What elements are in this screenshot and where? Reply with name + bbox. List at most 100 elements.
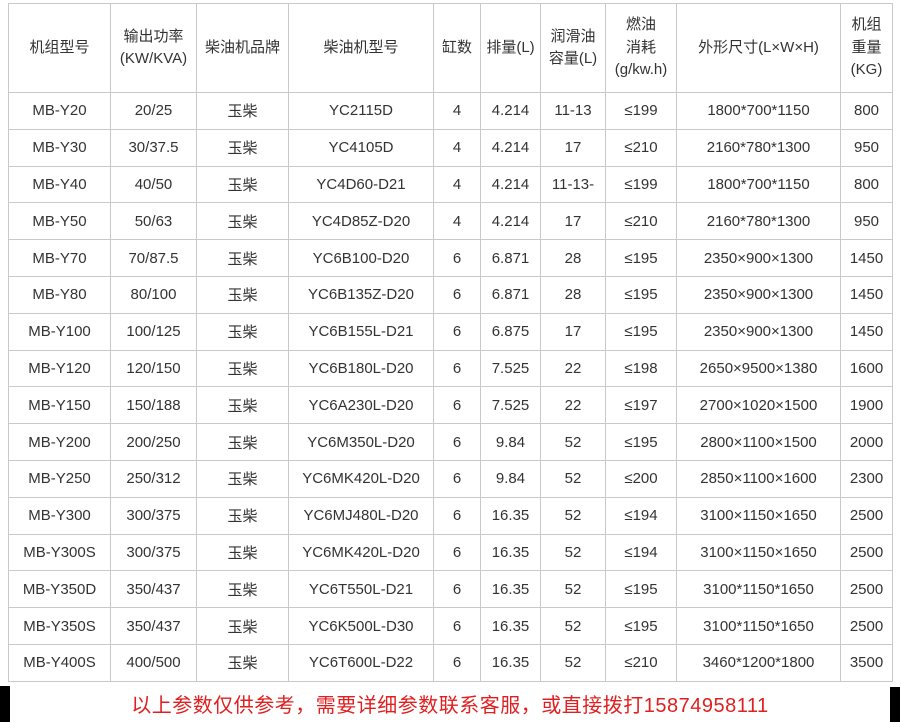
table-cell: ≤195 — [605, 275, 677, 314]
table-cell: 1800*700*1150 — [676, 165, 841, 204]
table-body: MB-Y20 20/25 玉柴 YC2115D 4 4.214 11-13 ≤199 1800*… — [8, 92, 893, 682]
table-cell: 1450 — [840, 239, 893, 277]
bottom-left-black-bar — [0, 686, 10, 722]
table-cell: 3100*1150*1650 — [676, 607, 841, 645]
table-cell: 3100×1150×1650 — [676, 533, 841, 572]
table-cell: 52 — [540, 459, 606, 498]
table-cell: 52 — [540, 533, 606, 572]
table-cell: 玉柴 — [196, 312, 289, 351]
table-cell: MB-Y200 — [8, 423, 111, 461]
table-cell: 28 — [540, 239, 606, 277]
column-header: 润滑油 容量(L) — [540, 3, 606, 93]
table-cell: 玉柴 — [196, 533, 289, 572]
table-cell: 11-13- — [540, 165, 606, 204]
table-cell: 40/50 — [110, 165, 197, 204]
table-cell: 30/37.5 — [110, 128, 197, 167]
table-row: MB-Y70 70/87.5 玉柴 YC6B100-D20 6 6.871 28 ≤195 23… — [8, 239, 893, 277]
table-cell: ≤195 — [605, 312, 677, 351]
table-cell: 2850×1100×1600 — [676, 459, 841, 498]
table-cell: 1450 — [840, 312, 893, 351]
table-cell: 玉柴 — [196, 459, 289, 498]
table-cell: 6.875 — [480, 312, 541, 351]
table-cell: YC4D60-D21 — [288, 165, 434, 204]
table-cell: 7.525 — [480, 349, 541, 388]
table-cell: MB-Y50 — [8, 202, 111, 241]
table-cell: YC6B155L-D21 — [288, 312, 434, 351]
table-cell: MB-Y250 — [8, 459, 111, 498]
table-cell: 16.35 — [480, 643, 541, 682]
table-cell: 17 — [540, 128, 606, 167]
table-cell: 玉柴 — [196, 128, 289, 167]
table-cell: 2000 — [840, 423, 893, 461]
table-cell: 800 — [840, 165, 893, 204]
table-cell: 2800×1100×1500 — [676, 423, 841, 461]
table-cell: 2350×900×1300 — [676, 275, 841, 314]
table-cell: 17 — [540, 202, 606, 241]
table-cell: 3500 — [840, 643, 893, 682]
table-cell: ≤195 — [605, 239, 677, 277]
table-row: MB-Y400S 400/500 玉柴 YC6T600L-D22 6 16.35 52 ≤21… — [8, 643, 893, 682]
table-row: MB-Y50 50/63 玉柴 YC4D85Z-D20 4 4.214 17 ≤210 2160… — [8, 202, 893, 241]
header-row: 机组型号 输出功率 (KW/KVA) 柴油机品牌 柴油机型号 缸数 排量(L) 润滑油 容量… — [8, 3, 893, 93]
table-cell: 50/63 — [110, 202, 197, 241]
table-cell: 6 — [433, 643, 481, 682]
table-cell: 6 — [433, 239, 481, 277]
table-cell: ≤195 — [605, 423, 677, 461]
table-cell: ≤195 — [605, 570, 677, 609]
table-cell: 52 — [540, 643, 606, 682]
column-header: 燃油 消耗 (g/kw.h) — [605, 3, 677, 93]
table-cell: 150/188 — [110, 386, 197, 425]
table-cell: 52 — [540, 423, 606, 461]
table-cell: 2160*780*1300 — [676, 202, 841, 241]
table-cell: MB-Y80 — [8, 275, 111, 314]
table-cell: 200/250 — [110, 423, 197, 461]
table-cell: MB-Y120 — [8, 349, 111, 388]
table-cell: MB-Y350S — [8, 607, 111, 645]
table-row: MB-Y40 40/50 玉柴 YC4D60-D21 4 4.214 11-13- ≤199 1… — [8, 165, 893, 204]
table-row: MB-Y350D 350/437 玉柴 YC6T550L-D21 6 16.35 52 ≤19… — [8, 570, 893, 609]
table-cell: 1800*700*1150 — [676, 92, 841, 130]
table-cell: YC6M350L-D20 — [288, 423, 434, 461]
table-cell: 6 — [433, 386, 481, 425]
column-header: 排量(L) — [480, 3, 541, 93]
table-cell: 4.214 — [480, 165, 541, 204]
table-cell: MB-Y300 — [8, 496, 111, 535]
table-cell: 28 — [540, 275, 606, 314]
table-cell: 4.214 — [480, 128, 541, 167]
table-row: MB-Y120 120/150 玉柴 YC6B180L-D20 6 7.525 22 ≤198… — [8, 349, 893, 388]
table-cell: YC6MK420L-D20 — [288, 533, 434, 572]
table-cell: 2500 — [840, 570, 893, 609]
table-cell: YC6K500L-D30 — [288, 607, 434, 645]
table-row: MB-Y80 80/100 玉柴 YC6B135Z-D20 6 6.871 28 ≤195 23… — [8, 275, 893, 314]
table-cell: 2500 — [840, 496, 893, 535]
table-cell: 9.84 — [480, 423, 541, 461]
table-cell: YC6T550L-D21 — [288, 570, 434, 609]
table-cell: 4 — [433, 165, 481, 204]
table-cell: 300/375 — [110, 533, 197, 572]
table-cell: MB-Y70 — [8, 239, 111, 277]
table-row: MB-Y250 250/312 玉柴 YC6MK420L-D20 6 9.84 52 ≤200… — [8, 459, 893, 498]
table-cell: MB-Y20 — [8, 92, 111, 130]
table-cell: 玉柴 — [196, 607, 289, 645]
table-row: MB-Y150 150/188 玉柴 YC6A230L-D20 6 7.525 22 ≤197… — [8, 386, 893, 425]
table-cell: 6 — [433, 423, 481, 461]
column-header: 机组型号 — [8, 3, 111, 93]
table-cell: 350/437 — [110, 607, 197, 645]
table-cell: 16.35 — [480, 570, 541, 609]
table-row: MB-Y350S 350/437 玉柴 YC6K500L-D30 6 16.35 52 ≤19… — [8, 607, 893, 645]
table-cell: 玉柴 — [196, 239, 289, 277]
table-cell: 2160*780*1300 — [676, 128, 841, 167]
table-row: MB-Y300S 300/375 玉柴 YC6MK420L-D20 6 16.35 52 ≤1… — [8, 533, 893, 572]
table-cell: 6.871 — [480, 275, 541, 314]
table-cell: 250/312 — [110, 459, 197, 498]
table-cell: YC4D85Z-D20 — [288, 202, 434, 241]
table-cell: YC6MK420L-D20 — [288, 459, 434, 498]
column-header: 输出功率 (KW/KVA) — [110, 3, 197, 93]
table-cell: YC2115D — [288, 92, 434, 130]
table-cell: 4.214 — [480, 202, 541, 241]
table-cell: 52 — [540, 570, 606, 609]
generator-spec-table: 机组型号 输出功率 (KW/KVA) 柴油机品牌 柴油机型号 缸数 排量(L) 润滑油 容量… — [8, 3, 893, 682]
table-cell: 4 — [433, 128, 481, 167]
table-row: MB-Y30 30/37.5 玉柴 YC4105D 4 4.214 17 ≤210 2160*7… — [8, 128, 893, 167]
table-cell: YC6T600L-D22 — [288, 643, 434, 682]
